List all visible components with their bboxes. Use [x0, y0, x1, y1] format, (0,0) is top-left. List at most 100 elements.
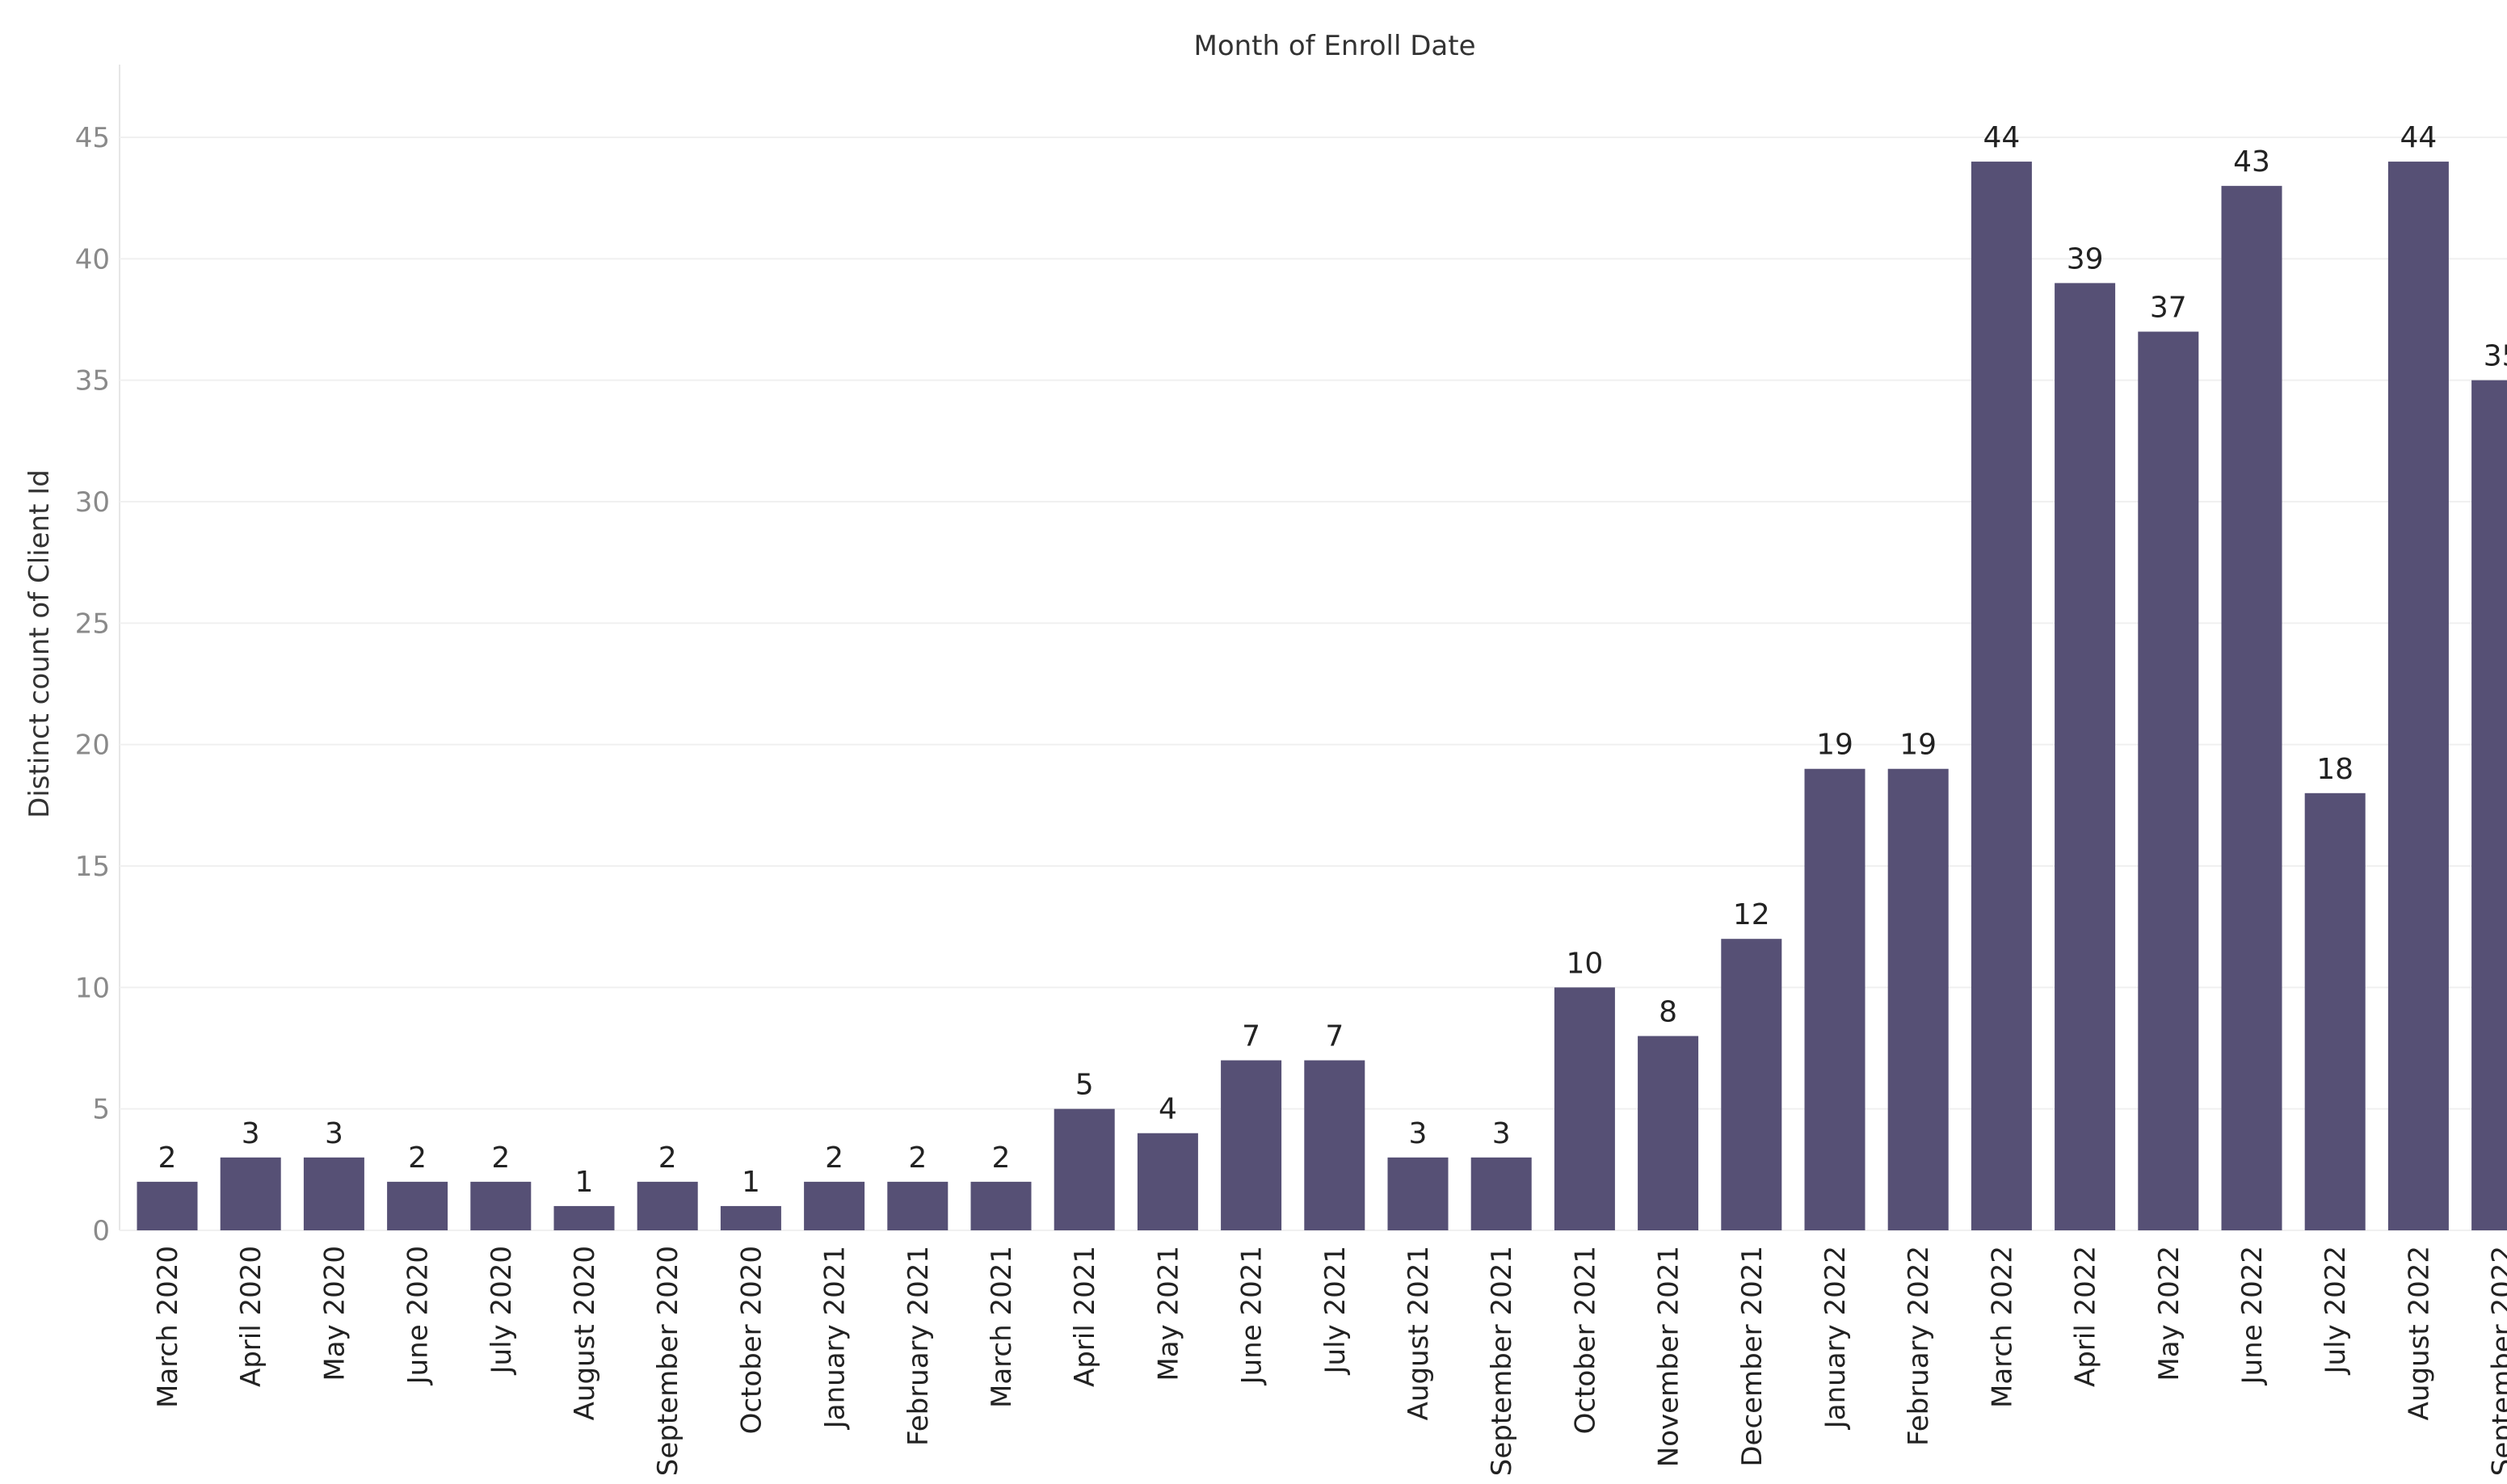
bar — [1721, 939, 1781, 1230]
chart-title: Month of Enroll Date — [1194, 30, 1476, 62]
bar-value-label: 7 — [1242, 1020, 1260, 1053]
y-tick-label: 20 — [75, 729, 110, 762]
y-tick-label: 5 — [92, 1094, 110, 1126]
x-tick-label: May 2021 — [1152, 1246, 1184, 1381]
y-tick-label: 0 — [92, 1215, 110, 1247]
y-axis-ticks: 0 5 10 15 20 25 30 35 40 45 — [75, 122, 110, 1247]
bar-value-label: 39 — [2067, 242, 2104, 275]
bar-value-label: 35 — [2484, 340, 2507, 373]
bar — [2388, 162, 2449, 1230]
x-tick-label: June 2021 — [1236, 1246, 1268, 1385]
bar-value-label: 2 — [158, 1141, 177, 1175]
bar-value-label: 3 — [1409, 1117, 1428, 1150]
bar — [304, 1158, 364, 1230]
x-tick-label: April 2022 — [2070, 1246, 2102, 1387]
bar-value-label: 7 — [1325, 1020, 1344, 1053]
bar — [1138, 1133, 1198, 1230]
bar — [137, 1182, 198, 1230]
bar-value-label: 2 — [908, 1141, 927, 1175]
bar-value-label: 19 — [1816, 729, 1853, 762]
x-tick-label: January 2022 — [1819, 1246, 1852, 1430]
bar — [721, 1206, 781, 1230]
y-tick-label: 15 — [75, 851, 110, 883]
y-tick-label: 35 — [75, 365, 110, 397]
bar-value-label: 2 — [825, 1141, 843, 1175]
x-tick-label: May 2020 — [318, 1246, 351, 1381]
y-axis-title: Distinct count of Client Id — [23, 469, 56, 818]
x-tick-label: March 2020 — [152, 1246, 184, 1408]
bar — [637, 1182, 698, 1230]
bar-value-label: 3 — [242, 1117, 260, 1150]
bar-value-label: 1 — [742, 1166, 760, 1199]
x-tick-label: June 2020 — [402, 1246, 435, 1385]
bar-value-label: 2 — [408, 1141, 427, 1175]
bar — [1888, 769, 1949, 1230]
bar — [2305, 793, 2366, 1230]
bar-value-label: 44 — [1983, 121, 2020, 154]
y-tick-label: 45 — [75, 122, 110, 154]
bar-value-label: 2 — [491, 1141, 510, 1175]
bar — [470, 1182, 531, 1230]
bar — [387, 1182, 448, 1230]
x-tick-label: February 2022 — [1903, 1246, 1935, 1446]
bar — [221, 1158, 281, 1230]
bar-value-label: 8 — [1659, 995, 1677, 1028]
bar — [1471, 1158, 1532, 1230]
x-tick-label: September 2020 — [652, 1246, 684, 1476]
bar-value-label: 44 — [2400, 121, 2437, 154]
bar — [804, 1182, 864, 1230]
bar-value-label: 37 — [2150, 292, 2187, 325]
x-tick-label: September 2022 — [2487, 1246, 2507, 1476]
x-tick-label: March 2022 — [1986, 1246, 2018, 1408]
bar-value-label: 10 — [1566, 947, 1603, 980]
bar-value-label: 1 — [575, 1166, 594, 1199]
bar — [2222, 186, 2282, 1230]
x-tick-label: September 2021 — [1486, 1246, 1518, 1476]
x-tick-label: January 2021 — [819, 1246, 852, 1430]
x-tick-label: April 2020 — [235, 1246, 267, 1387]
bar — [1638, 1036, 1698, 1230]
x-tick-label: August 2021 — [1403, 1246, 1435, 1420]
bar — [1805, 769, 1866, 1230]
bar-value-label: 43 — [2233, 145, 2270, 179]
bar-value-label: 5 — [1075, 1069, 1094, 1102]
bar-value-label: 3 — [1492, 1117, 1511, 1150]
x-tick-label: April 2021 — [1069, 1246, 1101, 1387]
x-tick-label: November 2021 — [1653, 1246, 1685, 1467]
bar-value-label: 2 — [992, 1141, 1011, 1175]
x-tick-label: July 2022 — [2320, 1246, 2352, 1375]
y-tick-label: 30 — [75, 486, 110, 519]
bar — [1554, 987, 1615, 1230]
bar — [1304, 1061, 1365, 1230]
bar — [2471, 380, 2507, 1230]
x-axis-ticks: March 2020 April 2020 May 2020 June 2020 Jul… — [152, 1246, 2507, 1476]
x-tick-label: October 2020 — [735, 1246, 768, 1434]
bar-value-label: 3 — [325, 1117, 343, 1150]
x-tick-label: July 2021 — [1319, 1246, 1352, 1375]
bar-value-label: 18 — [2316, 753, 2353, 786]
y-tick-label: 10 — [75, 972, 110, 1004]
bar — [1054, 1109, 1115, 1230]
bar-value-label: 12 — [1733, 898, 1770, 931]
bar — [971, 1182, 1032, 1230]
x-tick-label: October 2021 — [1569, 1246, 1601, 1434]
x-tick-label: August 2022 — [2403, 1246, 2435, 1420]
x-tick-label: July 2020 — [486, 1246, 518, 1375]
y-tick-label: 40 — [75, 243, 110, 275]
bar — [2138, 332, 2198, 1230]
bar — [554, 1206, 615, 1230]
bar — [1971, 162, 2032, 1230]
bar-value-label: 2 — [658, 1141, 677, 1175]
y-tick-label: 25 — [75, 607, 110, 640]
x-tick-label: February 2021 — [902, 1246, 935, 1446]
bar — [1221, 1061, 1281, 1230]
x-tick-label: May 2022 — [2153, 1246, 2185, 1381]
bar-value-label: 19 — [1899, 729, 1937, 762]
bar-value-label: 4 — [1159, 1093, 1177, 1126]
bar — [887, 1182, 948, 1230]
x-tick-label: August 2020 — [569, 1246, 601, 1420]
bar — [2055, 283, 2115, 1230]
x-tick-label: June 2022 — [2236, 1246, 2269, 1385]
